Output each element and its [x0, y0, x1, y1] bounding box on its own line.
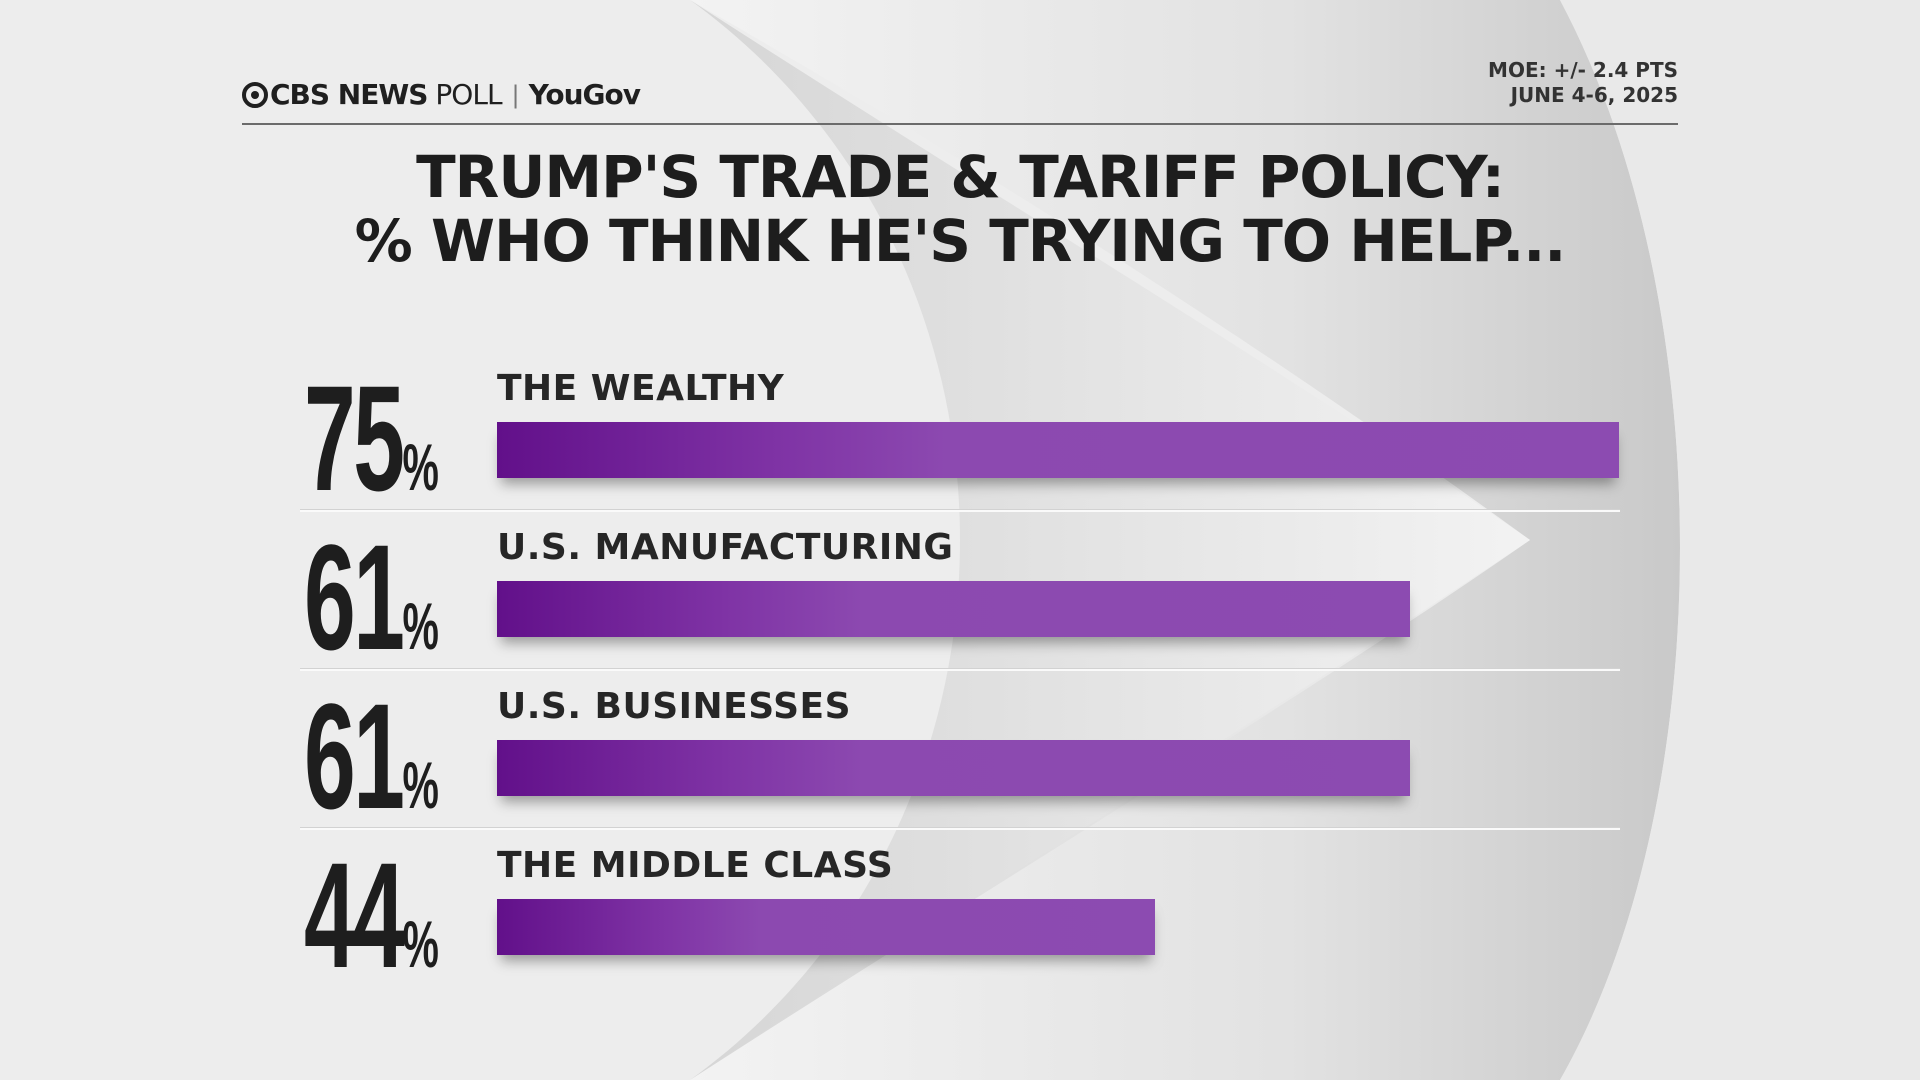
value-number: 61	[304, 672, 405, 840]
value-label: 75%	[304, 363, 439, 542]
bar-row: 61% U.S. MANUFACTURING	[300, 522, 1620, 685]
bar	[497, 740, 1410, 796]
row-divider	[300, 827, 1620, 830]
percent-sign: %	[402, 589, 439, 663]
bar-row: 75% THE WEALTHY	[300, 363, 1620, 526]
value-label: 61%	[304, 681, 439, 860]
percent-sign: %	[402, 907, 439, 981]
category-label: U.S. MANUFACTURING	[497, 527, 954, 568]
value-number: 44	[304, 831, 405, 999]
bar	[497, 422, 1619, 478]
logo-poll: POLL	[435, 78, 502, 111]
bar	[497, 581, 1410, 637]
value-label: 44%	[304, 840, 439, 1019]
percent-sign: %	[402, 748, 439, 822]
category-label: THE MIDDLE CLASS	[497, 845, 894, 886]
category-label: THE WEALTHY	[497, 368, 785, 409]
logo-yougov: YouGov	[528, 78, 641, 111]
poll-meta: MOE: +/- 2.4 PTS JUNE 4-6, 2025	[1488, 58, 1678, 108]
poll-dates: JUNE 4-6, 2025	[1510, 83, 1678, 107]
title-line-1: TRUMP'S TRADE & TARIFF POLICY:	[416, 143, 1505, 211]
bar	[497, 899, 1156, 955]
bar-row: 44% THE MIDDLE CLASS	[300, 840, 1620, 1003]
header-rule	[242, 123, 1678, 125]
category-label: U.S. BUSINESSES	[497, 686, 852, 727]
chart-title: TRUMP'S TRADE & TARIFF POLICY: % WHO THI…	[0, 145, 1920, 273]
bar-row: 61% U.S. BUSINESSES	[300, 681, 1620, 844]
cbs-yougov-logo: CBS NEWS POLL | YouGov	[242, 78, 641, 111]
logo-separator: |	[511, 80, 520, 109]
cbs-eye-icon	[242, 81, 268, 108]
value-label: 61%	[304, 522, 439, 701]
percent-sign: %	[402, 430, 439, 504]
row-divider	[300, 509, 1620, 512]
margin-of-error: MOE: +/- 2.4 PTS	[1488, 58, 1678, 82]
title-line-2: % WHO THINK HE'S TRYING TO HELP...	[354, 207, 1567, 275]
value-number: 75	[304, 354, 405, 522]
logo-cbs-news: CBS NEWS	[270, 78, 428, 111]
row-divider	[300, 668, 1620, 671]
value-number: 61	[304, 513, 405, 681]
